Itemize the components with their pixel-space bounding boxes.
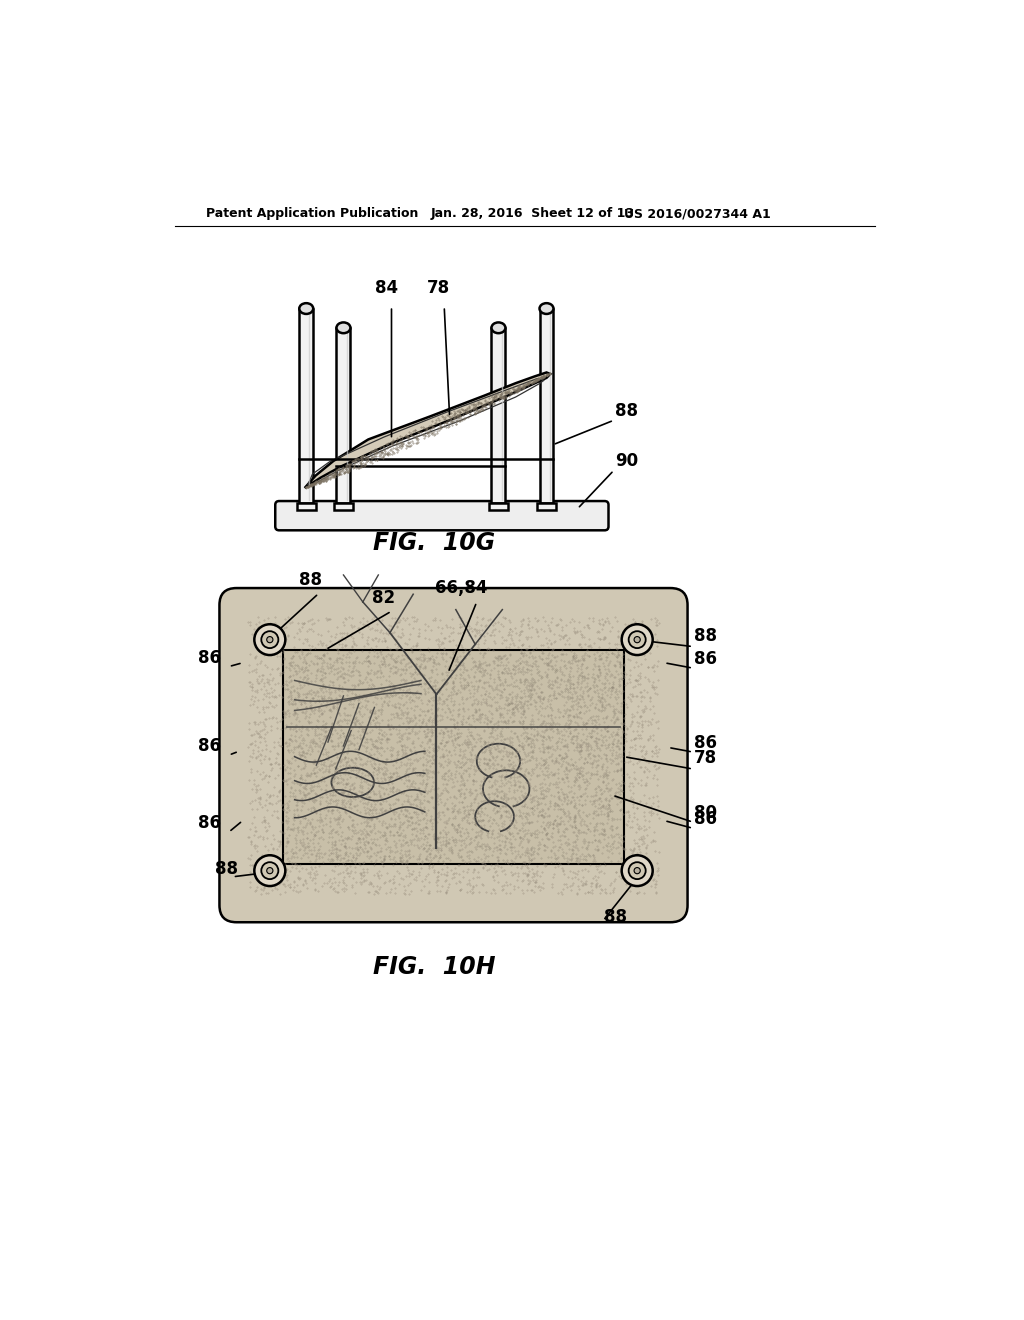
Ellipse shape <box>299 304 313 314</box>
Ellipse shape <box>492 322 506 333</box>
Bar <box>337 327 350 503</box>
Circle shape <box>629 862 646 879</box>
Circle shape <box>261 631 279 648</box>
Text: 78: 78 <box>426 279 450 297</box>
Text: Patent Application Publication: Patent Application Publication <box>206 207 418 220</box>
Bar <box>283 649 624 863</box>
Text: 86: 86 <box>693 810 717 829</box>
Text: 78: 78 <box>693 748 717 767</box>
FancyBboxPatch shape <box>219 589 687 923</box>
Bar <box>489 503 508 510</box>
FancyBboxPatch shape <box>275 502 608 531</box>
Circle shape <box>254 624 286 655</box>
Circle shape <box>266 867 273 874</box>
Bar <box>297 503 315 510</box>
Circle shape <box>266 636 273 643</box>
Text: 88: 88 <box>215 861 238 879</box>
Text: 88: 88 <box>693 627 717 645</box>
Circle shape <box>634 636 640 643</box>
Text: Jan. 28, 2016  Sheet 12 of 13: Jan. 28, 2016 Sheet 12 of 13 <box>430 207 634 220</box>
Text: 82: 82 <box>372 590 395 607</box>
Text: 84: 84 <box>375 279 397 297</box>
Circle shape <box>261 862 279 879</box>
Text: 86: 86 <box>198 814 221 833</box>
Ellipse shape <box>540 304 554 314</box>
Text: 88: 88 <box>614 403 638 420</box>
Text: FIG.  10H: FIG. 10H <box>373 954 496 979</box>
Circle shape <box>629 631 646 648</box>
Text: 86: 86 <box>693 734 717 752</box>
Circle shape <box>622 624 652 655</box>
Text: 86: 86 <box>198 738 221 755</box>
Text: US 2016/0027344 A1: US 2016/0027344 A1 <box>624 207 771 220</box>
Bar <box>540 309 554 503</box>
Ellipse shape <box>337 322 350 333</box>
Text: 88: 88 <box>299 572 323 589</box>
Bar <box>492 327 506 503</box>
Circle shape <box>634 867 640 874</box>
Bar <box>299 309 313 503</box>
Circle shape <box>622 855 652 886</box>
Text: 80: 80 <box>693 804 717 821</box>
Circle shape <box>254 855 286 886</box>
Text: 88: 88 <box>604 908 627 927</box>
Text: 86: 86 <box>198 648 221 667</box>
Bar <box>538 503 556 510</box>
Text: FIG.  10G: FIG. 10G <box>373 532 496 556</box>
Polygon shape <box>305 372 550 488</box>
Text: 90: 90 <box>614 453 638 470</box>
Text: 86: 86 <box>693 651 717 668</box>
Bar <box>334 503 352 510</box>
Text: 66,84: 66,84 <box>435 579 487 598</box>
